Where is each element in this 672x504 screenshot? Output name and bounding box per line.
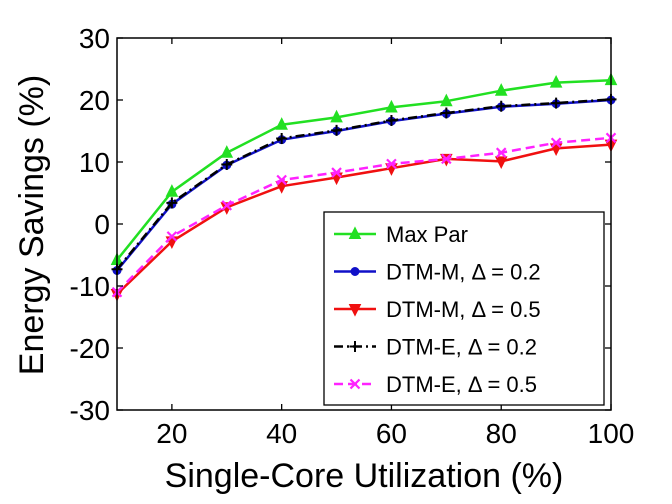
series-3-point-8: [494, 156, 508, 169]
series-1-point-6: [385, 99, 398, 113]
legend-marker-2: [350, 267, 360, 276]
y-tick-label: 20: [79, 85, 110, 116]
series-5-line: [116, 136, 612, 294]
y-tick-label: -30: [70, 395, 110, 426]
legend-label-1: Max Par: [386, 222, 468, 247]
series-1-point-2: [165, 184, 179, 197]
legend-entry-1: Max Par: [334, 222, 468, 247]
ticks-layer: 20 40 60 80 100 -30 -20 -10 0 10 20 30: [70, 23, 635, 449]
series-3-point-4: [275, 181, 288, 194]
series-4-point-3: [221, 158, 233, 170]
x-tick-label: 100: [588, 418, 635, 449]
series-4-point-8: [495, 100, 507, 112]
series-3-line: [116, 143, 612, 296]
legend: Max Par DTM-M, Δ = 0.2 DTM-M, Δ = 0.5 DTM-E…: [323, 211, 605, 406]
legend-marker-5: [349, 378, 361, 390]
legend-marker-3: [348, 304, 362, 317]
series-1-line: [116, 78, 612, 261]
series-4-point-9: [550, 97, 562, 109]
x-axis-title: Single-Core Utilization (%): [165, 457, 564, 495]
series-5-point-8: [495, 147, 507, 158]
x-tick-label: 80: [486, 418, 517, 449]
series-5: [111, 132, 617, 298]
series-1-point-8: [494, 83, 508, 96]
series-4-point-7: [440, 107, 452, 119]
legend-entry-3: DTM-M, Δ = 0.5: [334, 297, 541, 322]
series-5-point-3: [221, 200, 233, 211]
x-tick-label: 60: [376, 418, 407, 449]
series-1-point-9: [549, 75, 563, 88]
legend-label-5: DTM-E, Δ = 0.5: [386, 372, 537, 397]
y-tick-label: -10: [70, 271, 110, 302]
series-5-point-2: [166, 231, 178, 242]
series-4-point-6: [385, 114, 397, 126]
y-tick-label: 30: [79, 23, 110, 54]
series-1-point-3: [220, 145, 234, 158]
series-5-point-6: [386, 158, 397, 170]
legend-label-2: DTM-M, Δ = 0.2: [386, 260, 541, 285]
series-4-point-2: [166, 197, 178, 209]
series-layer: [110, 72, 618, 302]
y-tick-label: 10: [79, 147, 110, 178]
series-1-point-5: [330, 109, 343, 123]
series-4-point-4: [276, 132, 288, 144]
legend-entry-2: DTM-M, Δ = 0.2: [334, 260, 541, 285]
x-tick-label: 20: [156, 418, 187, 449]
series-1: [110, 72, 618, 265]
legend-marker-4: [349, 341, 361, 352]
x-tick-label: 40: [266, 418, 297, 449]
legend-entry-4: DTM-E, Δ = 0.2: [334, 335, 537, 360]
series-4-line: [116, 98, 612, 271]
series-5-point-5: [331, 167, 342, 178]
series-4-point-5: [331, 124, 343, 136]
series-5-point-7: [441, 153, 452, 165]
series-1-point-4: [275, 117, 288, 130]
series-1-point-7: [440, 93, 453, 107]
series-5-point-9: [550, 137, 562, 149]
y-tick-label: 0: [94, 209, 110, 240]
y-axis-title: Energy Savings (%): [13, 75, 51, 375]
legend-entry-5: DTM-E, Δ = 0.5: [334, 372, 537, 397]
y-tick-label: -20: [70, 333, 110, 364]
legend-marker-1: [348, 226, 362, 239]
legend-label-3: DTM-M, Δ = 0.5: [386, 297, 541, 322]
series-5-point-4: [276, 174, 287, 186]
legend-label-4: DTM-E, Δ = 0.2: [386, 335, 537, 360]
